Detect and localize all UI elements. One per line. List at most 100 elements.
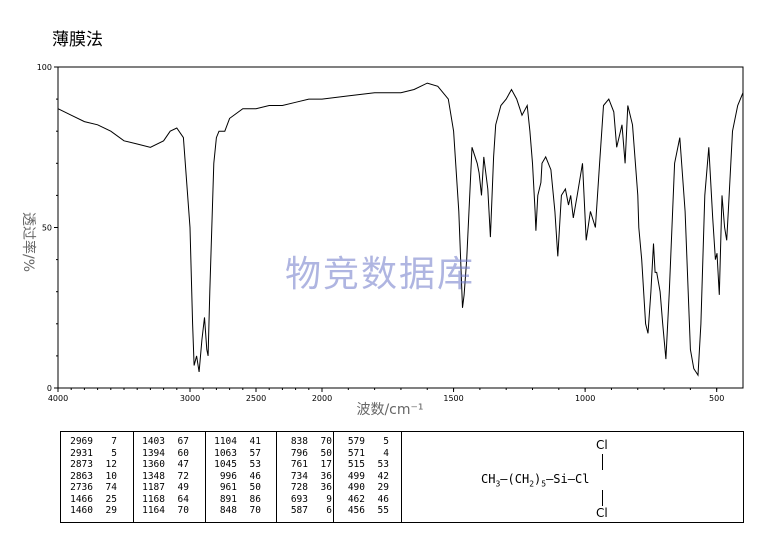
peak-wavenumber: 1460 <box>70 505 93 516</box>
peak-table-row: 761 17 <box>278 459 332 471</box>
peak-table-row: 796 50 <box>278 448 332 460</box>
peak-wavenumber: 838 <box>290 436 308 447</box>
peak-table-row: 1104 41 <box>207 436 261 448</box>
peak-transmittance: 70 <box>177 505 189 516</box>
peak-table-row: 499 42 <box>335 471 389 483</box>
peak-transmittance: 49 <box>177 482 189 493</box>
peak-table-row: 1403 67 <box>135 436 189 448</box>
peak-table-row: 838 70 <box>278 436 332 448</box>
spectrum-line <box>57 82 744 377</box>
peak-transmittance: 36 <box>320 482 332 493</box>
table-divider <box>401 432 402 522</box>
peak-wavenumber: 2931 <box>70 447 93 459</box>
peak-wavenumber: 1348 <box>142 470 165 482</box>
x-tick-label: 1500 <box>443 394 463 403</box>
structure-bond-bottom <box>602 490 603 506</box>
x-tick-label: 4000 <box>48 394 68 403</box>
y-axis-label: 透过率/% <box>20 212 37 272</box>
peak-table-column: 579 5 571 4 515 53 499 42 490 29 462 46 456 55 <box>335 436 389 517</box>
peak-table-row: 490 29 <box>335 482 389 494</box>
structure-sub-3: 3 <box>495 479 501 489</box>
peak-table-row: 1045 53 <box>207 459 261 471</box>
peak-transmittance: 50 <box>249 482 261 493</box>
peak-table-row: 693 9 <box>278 494 332 506</box>
peak-transmittance: 4 <box>383 447 389 459</box>
peak-transmittance: 47 <box>177 459 189 470</box>
table-divider <box>205 432 206 522</box>
watermark: 物竞数据库 <box>285 254 476 295</box>
peak-wavenumber: 490 <box>347 482 365 493</box>
structure-ch2-label: —(CH <box>500 472 530 486</box>
peak-transmittance: 55 <box>377 505 389 516</box>
y-tick-label: 50 <box>42 224 52 233</box>
x-tick-label: 2500 <box>246 394 266 403</box>
peak-wavenumber: 1403 <box>142 436 165 447</box>
peak-wavenumber: 996 <box>219 470 237 482</box>
peak-transmittance: 53 <box>377 459 389 470</box>
peak-transmittance: 29 <box>105 505 117 516</box>
peak-wavenumber: 2863 <box>70 470 93 482</box>
peak-transmittance: 70 <box>320 436 332 447</box>
peak-table-row: 462 46 <box>335 494 389 506</box>
x-tick-label: 1000 <box>575 394 595 403</box>
x-tick-label: 3000 <box>180 394 200 403</box>
structure-bottom-atom: Cl <box>596 506 608 520</box>
peak-table-row: 734 36 <box>278 471 332 483</box>
peak-table-row: 1164 70 <box>135 505 189 517</box>
peak-transmittance: 72 <box>177 470 189 482</box>
peak-wavenumber: 891 <box>219 493 237 505</box>
peak-wavenumber: 2969 <box>70 436 93 447</box>
table-divider <box>276 432 277 522</box>
peak-transmittance: 53 <box>249 459 261 470</box>
y-tick-label: 0 <box>47 384 52 393</box>
peak-wavenumber: 1360 <box>142 459 165 470</box>
peak-table-row: 1168 64 <box>135 494 189 506</box>
peak-wavenumber: 2873 <box>70 459 93 470</box>
chemical-structure: Cl CH3—(CH2)5—Si—Cl Cl <box>403 432 743 522</box>
peak-table-row: 848 70 <box>207 505 261 517</box>
peak-table-row: 515 53 <box>335 459 389 471</box>
peak-transmittance: 5 <box>383 436 389 447</box>
peak-transmittance: 70 <box>249 505 261 516</box>
x-tick-label: 500 <box>709 394 724 403</box>
table-divider <box>133 432 134 522</box>
structure-sub-2: 2 <box>529 479 535 489</box>
peak-table-row: 2736 74 <box>63 482 117 494</box>
structure-ch-label: CH <box>481 472 496 486</box>
peak-wavenumber: 1168 <box>142 493 165 505</box>
structure-si-cl: —Si—Cl <box>546 472 590 486</box>
peak-table-column: 2969 7 2931 5 2873 12 2863 10 2736 74 1466 25 1460 29 <box>63 436 117 517</box>
peak-transmittance: 6 <box>326 505 332 516</box>
peak-table-row: 1063 57 <box>207 448 261 460</box>
peak-transmittance: 60 <box>177 447 189 459</box>
peak-wavenumber: 1187 <box>142 482 165 493</box>
peak-table-row: 2873 12 <box>63 459 117 471</box>
peak-wavenumber: 571 <box>347 447 365 459</box>
peak-wavenumber: 1045 <box>214 459 237 470</box>
peak-wavenumber: 499 <box>347 470 365 482</box>
peak-table-row: 961 50 <box>207 482 261 494</box>
peak-wavenumber: 1164 <box>142 505 165 516</box>
peak-transmittance: 46 <box>249 470 261 482</box>
peak-table-row: 996 46 <box>207 471 261 483</box>
peak-table-row: 891 86 <box>207 494 261 506</box>
peak-wavenumber: 693 <box>290 493 308 505</box>
peak-table-column: 1403 67 1394 60 1360 47 1348 72 1187 49 1168 64 1164… <box>135 436 189 517</box>
peak-transmittance: 7 <box>111 436 117 447</box>
peak-wavenumber: 734 <box>290 470 308 482</box>
peak-wavenumber: 579 <box>347 436 365 447</box>
peak-wavenumber: 961 <box>219 482 237 493</box>
peak-transmittance: 29 <box>377 482 389 493</box>
peak-transmittance: 36 <box>320 470 332 482</box>
peak-transmittance: 67 <box>177 436 189 447</box>
peak-transmittance: 12 <box>105 459 117 470</box>
table-divider <box>333 432 334 522</box>
peak-transmittance: 86 <box>249 493 261 505</box>
peak-table-column: 1104 41 1063 57 1045 53 996 46 961 50 891 86 848 70 <box>207 436 261 517</box>
peak-table: 2969 7 2931 5 2873 12 2863 10 2736 74 1466 25 1460 29… <box>60 431 744 523</box>
peak-wavenumber: 1104 <box>214 436 237 447</box>
x-axis-label: 波数/cm⁻¹ <box>356 402 423 418</box>
structure-paren: ) <box>534 472 542 486</box>
peak-transmittance: 50 <box>320 447 332 459</box>
peak-wavenumber: 728 <box>290 482 308 493</box>
